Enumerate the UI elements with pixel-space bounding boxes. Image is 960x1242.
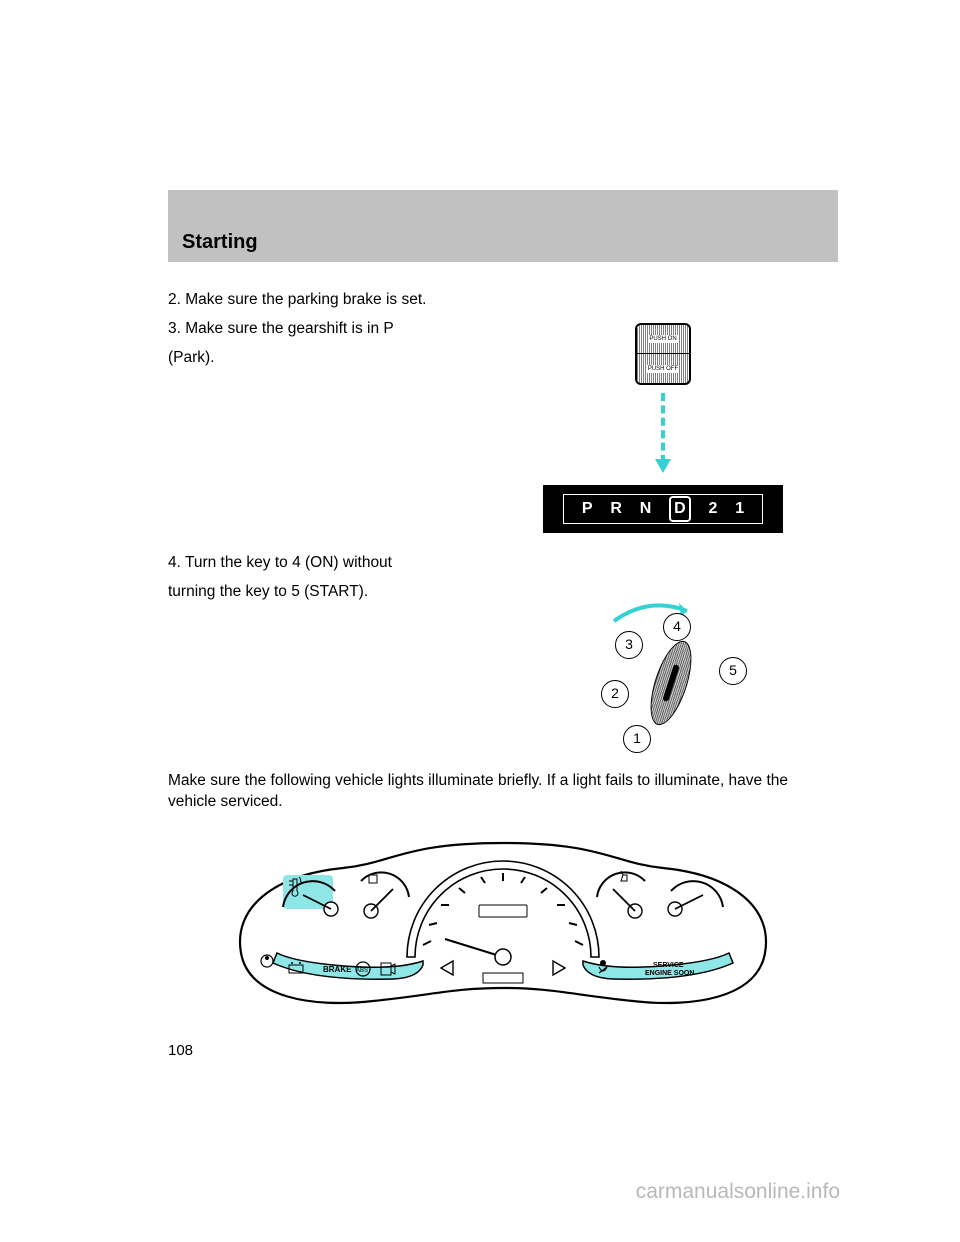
page-number: 108 <box>168 1041 838 1061</box>
gear-d: D <box>669 496 691 522</box>
key-slot-icon <box>642 636 700 730</box>
overdrive-button-icon: PUSH ON PUSH OFF <box>635 323 691 385</box>
ignition-pos-4: 4 <box>663 613 691 641</box>
section-header: Starting <box>168 190 838 262</box>
body-content: 2. Make sure the parking brake is set. 3… <box>168 290 838 1061</box>
step-4a: 4. Turn the key to 4 (ON) without <box>168 553 468 574</box>
svg-text:ABS: ABS <box>356 968 368 974</box>
watermark: carmanualsonline.info <box>636 1180 840 1204</box>
lights-intro: Make sure the following vehicle lights i… <box>168 771 838 813</box>
svg-text:SERVICE: SERVICE <box>653 962 684 969</box>
ignition-pos-1: 1 <box>623 725 651 753</box>
gear-2: 2 <box>709 498 718 520</box>
step-3b: (Park). <box>168 348 468 369</box>
push-on-label: PUSH ON <box>648 335 677 343</box>
svg-text:ENGINE SOON: ENGINE SOON <box>645 970 694 977</box>
brake-warn-label: BRAKE <box>323 965 352 974</box>
arrow-down-icon <box>661 393 665 463</box>
gear-1: 1 <box>735 498 744 520</box>
gear-indicator: P R N D 2 1 <box>543 485 783 533</box>
gear-p: P <box>582 498 593 520</box>
ignition-pos-5: 5 <box>719 657 747 685</box>
push-off-label: PUSH OFF <box>647 365 679 373</box>
ignition-pos-3: 3 <box>615 631 643 659</box>
gear-n: N <box>640 498 652 520</box>
section-title: Starting <box>182 231 258 254</box>
gear-r: R <box>610 498 622 520</box>
ignition-diagram: 1 2 3 4 5 <box>553 577 773 757</box>
dashboard-diagram: BRAKE ABS <box>223 833 783 1023</box>
ignition-pos-2: 2 <box>601 680 629 708</box>
step-2: 2. Make sure the parking brake is set. <box>168 290 838 311</box>
step-4b: turning the key to 5 (START). <box>168 582 468 603</box>
step-3a: 3. Make sure the gearshift is in P <box>168 319 468 340</box>
